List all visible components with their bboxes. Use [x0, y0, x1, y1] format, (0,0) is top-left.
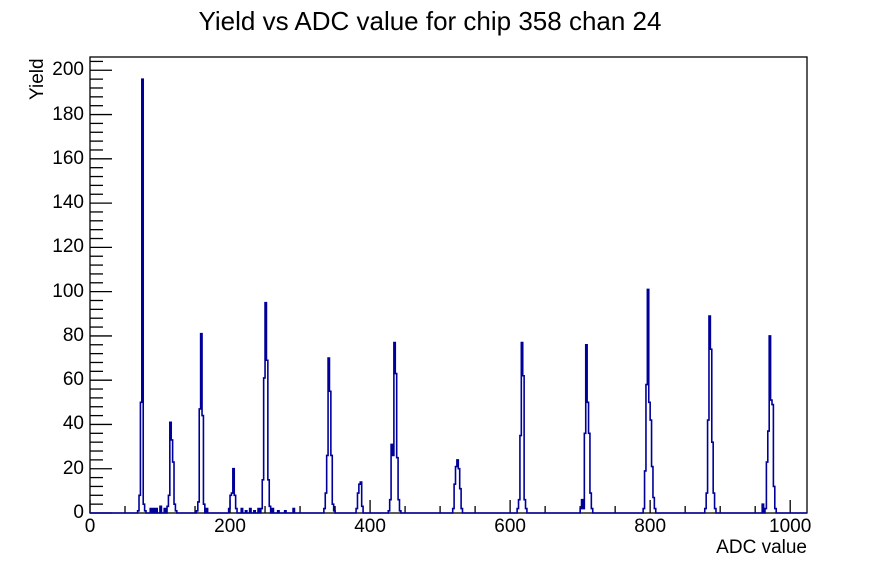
histogram-line: [90, 78, 807, 514]
y-tick-label: 60: [62, 369, 84, 391]
y-tick-label: 100: [52, 280, 84, 302]
y-tick-label: 160: [52, 147, 84, 169]
y-tick-label: 180: [52, 103, 84, 125]
y-tick-label: 200: [52, 59, 84, 81]
y-tick-label: 140: [52, 192, 84, 214]
y-tick-label: 0: [73, 502, 84, 523]
y-tick-label: 80: [62, 324, 84, 346]
y-tick-label: 20: [62, 457, 84, 479]
chart-title: Yield vs ADC value for chip 358 chan 24: [198, 6, 662, 36]
x-tick-label: 400: [354, 516, 386, 537]
y-tick-label: 120: [52, 236, 84, 258]
plot-frame: [89, 56, 808, 514]
x-tick-label: 0: [84, 516, 96, 537]
x-tick-label: 800: [634, 516, 667, 537]
x-tick-label: 1000: [769, 516, 812, 537]
x-axis-title: ADC value: [716, 537, 807, 558]
x-tick-label: 200: [214, 516, 246, 537]
x-tick-label: 600: [494, 516, 526, 537]
y-tick-label: 40: [62, 413, 84, 435]
